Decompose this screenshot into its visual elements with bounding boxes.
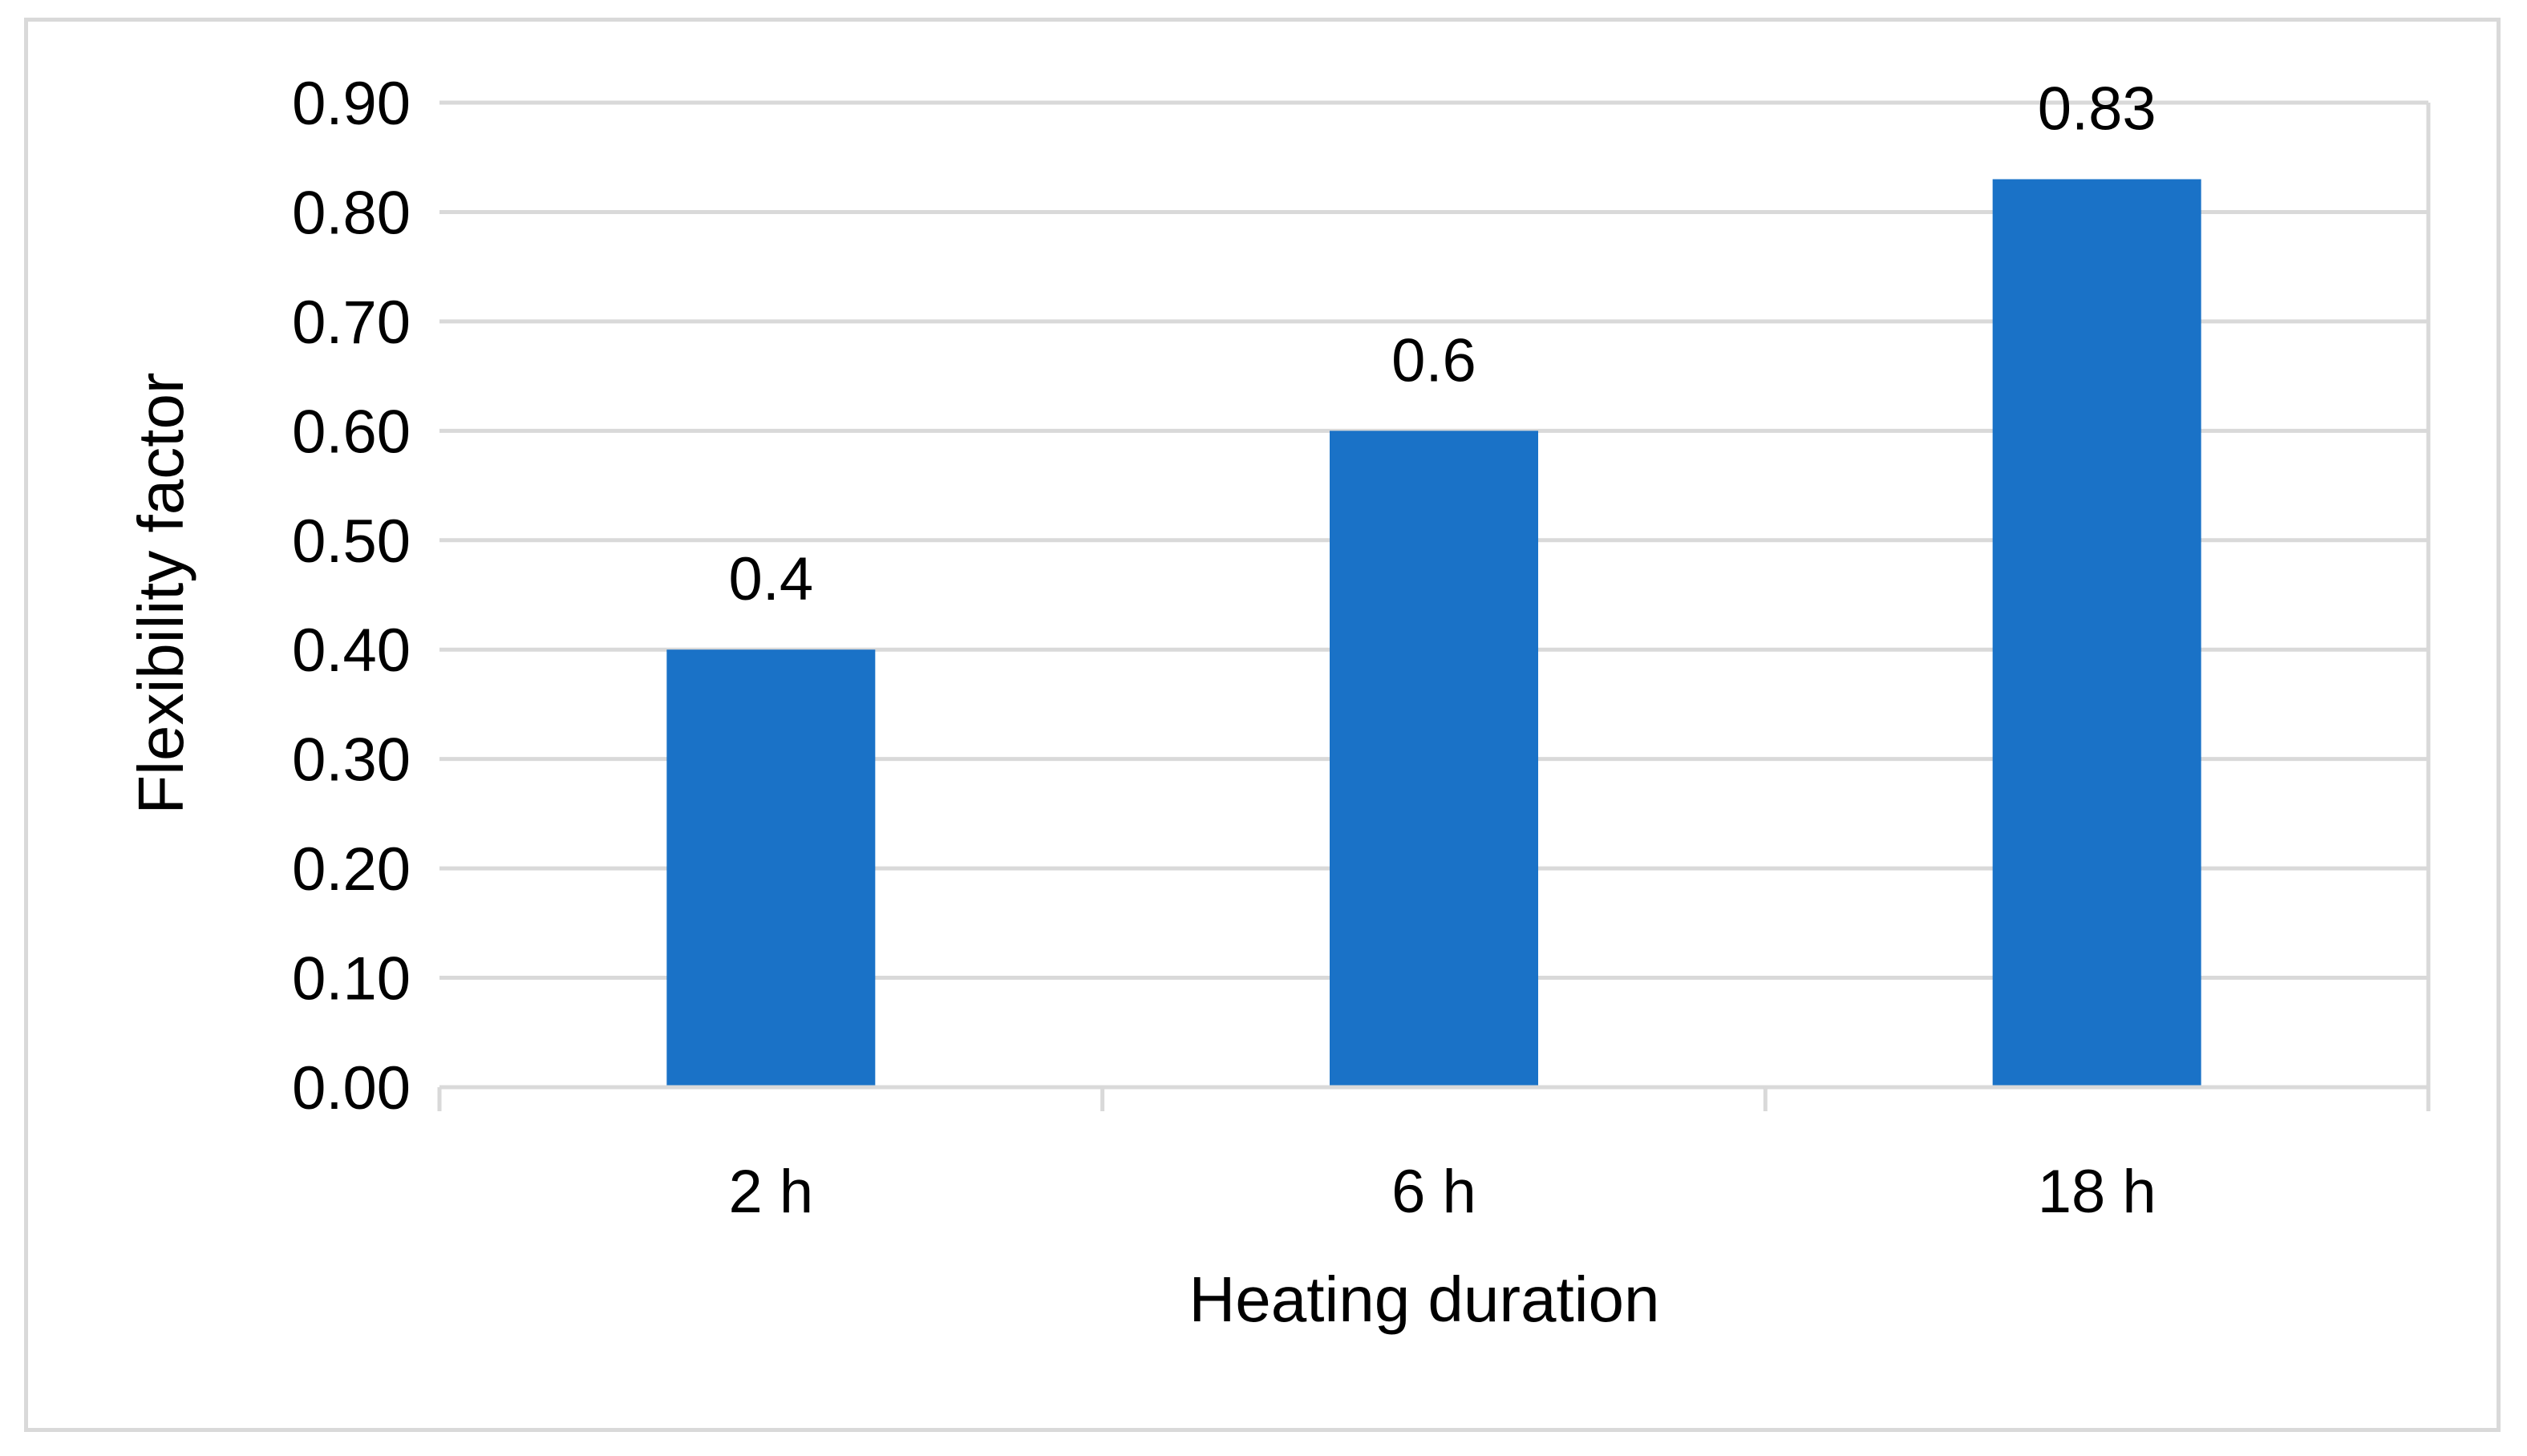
data-label: 0.83 [2038, 75, 2156, 144]
y-tick-label: 0.00 [292, 1054, 411, 1122]
y-tick-label: 0.80 [292, 179, 411, 247]
x-tick-labels: 2 h 6 h 18 h [729, 1158, 2156, 1226]
bar [666, 649, 876, 1087]
data-label: 0.4 [729, 545, 814, 613]
x-tick-label: 2 h [729, 1158, 814, 1226]
y-axis-title: Flexibility factor [125, 372, 196, 814]
bars [666, 179, 2201, 1087]
y-tick-labels: 0.00 0.10 0.20 0.30 0.40 0.50 0.60 0.70 0.80 0.90 [292, 70, 411, 1122]
data-label: 0.6 [1391, 326, 1476, 394]
bar [1330, 431, 1538, 1087]
y-tick-label: 0.40 [292, 617, 411, 685]
x-tick-label: 6 h [1391, 1158, 1476, 1226]
x-tick-label: 18 h [2038, 1158, 2156, 1226]
y-tick-label: 0.30 [292, 726, 411, 795]
bar [1992, 179, 2201, 1087]
data-labels: 0.4 0.6 0.83 [729, 75, 2156, 614]
y-tick-label: 0.90 [292, 70, 411, 138]
y-tick-label: 0.10 [292, 945, 411, 1013]
x-axis-title: Heating duration [1189, 1264, 1659, 1335]
y-tick-label: 0.70 [292, 289, 411, 357]
y-tick-label: 0.60 [292, 398, 411, 466]
y-tick-label: 0.50 [292, 508, 411, 576]
y-tick-label: 0.20 [292, 835, 411, 904]
x-axis [437, 1085, 2431, 1111]
